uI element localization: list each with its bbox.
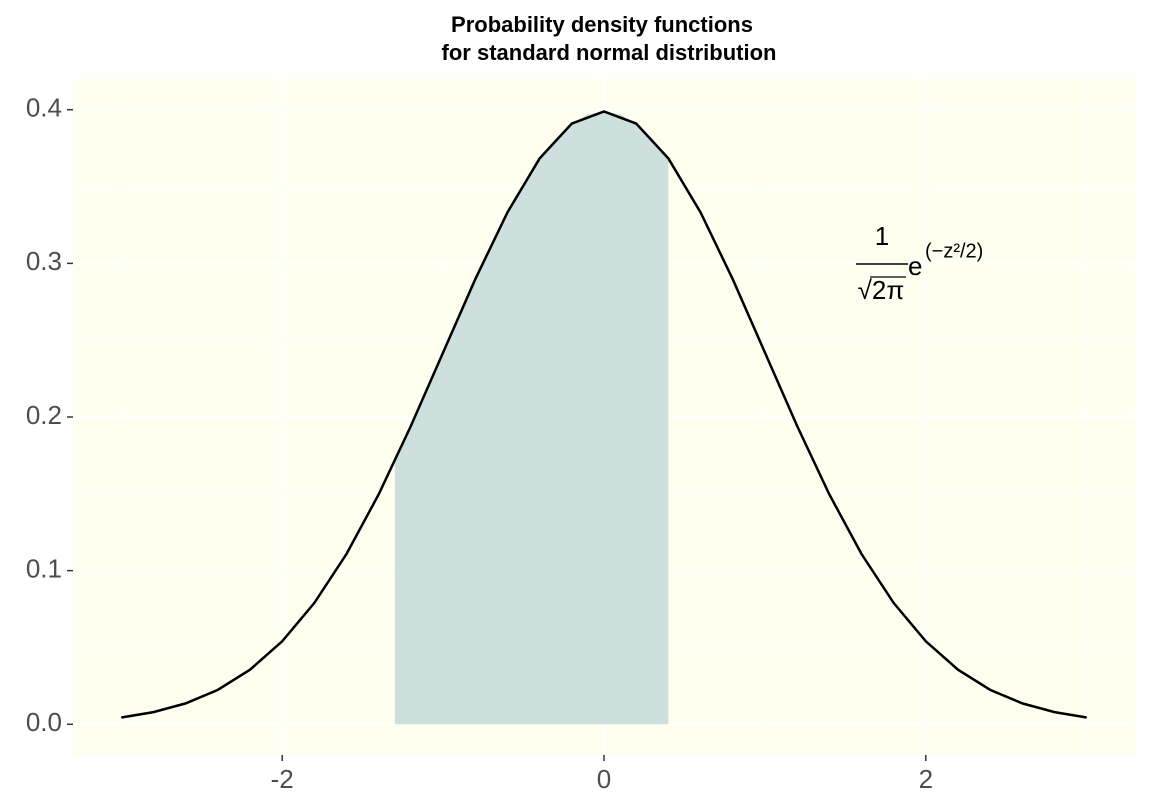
formula-exponent: (−z²/2) [925, 240, 983, 262]
chart-title: Probability density functions [451, 12, 753, 37]
y-tick-label: 0.2 [26, 400, 62, 430]
density-line [121, 110, 1087, 719]
y-tick-label: 0.4 [26, 93, 62, 123]
x-tick-label: 2 [919, 764, 933, 794]
formula-denominator: √2π [858, 275, 905, 305]
chart-subtitle: for standard normal distribution [442, 40, 777, 65]
y-tick-label: 0.1 [26, 554, 62, 584]
x-tick-label: 0 [597, 764, 611, 794]
formula-numerator: 1 [875, 221, 889, 251]
shaded-area [394, 111, 669, 725]
y-tick-label: 0.3 [26, 246, 62, 276]
y-tick-label: 0.0 [26, 707, 62, 737]
x-tick-label: -2 [271, 764, 294, 794]
formula-base: e [908, 251, 922, 281]
